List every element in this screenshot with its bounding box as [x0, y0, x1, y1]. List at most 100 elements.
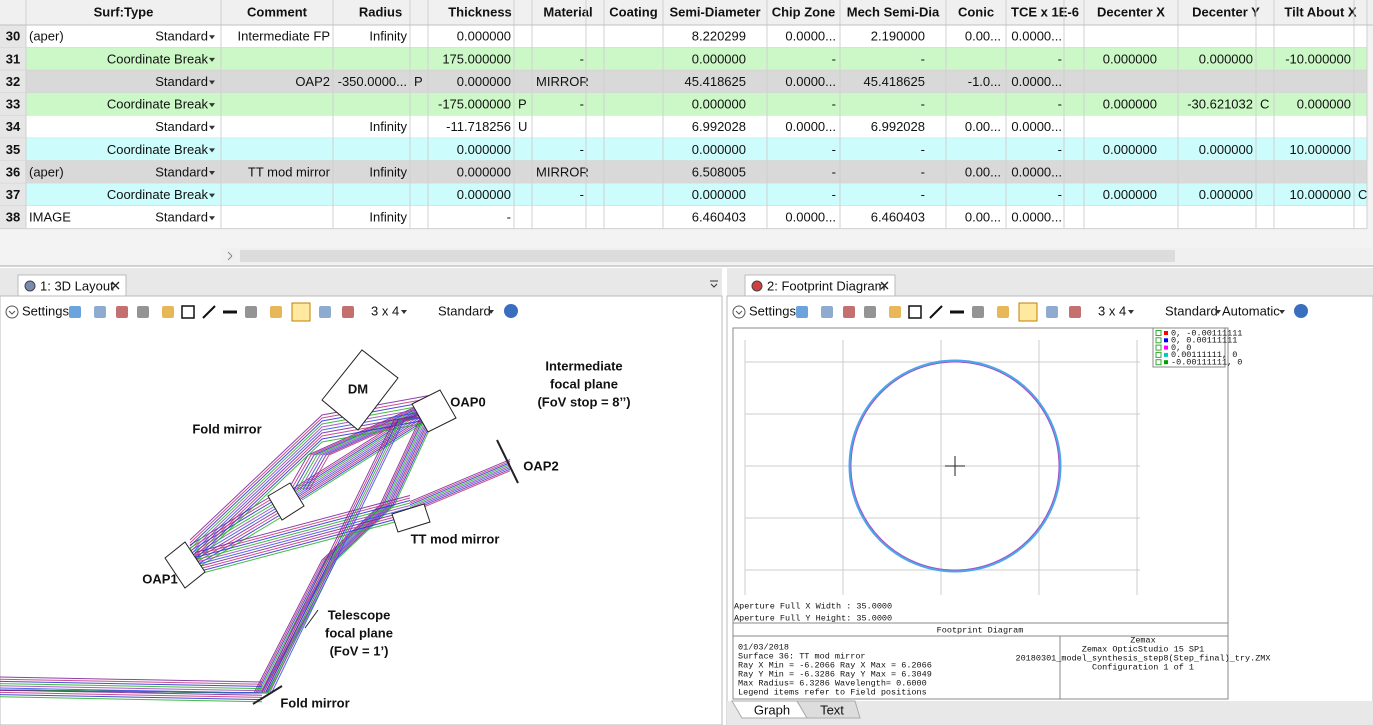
mirror-fold [267, 482, 305, 521]
tool-icon[interactable] [997, 306, 1009, 318]
tool-icon[interactable] [245, 306, 257, 318]
row-number: 31 [6, 51, 20, 66]
help-icon[interactable] [504, 304, 518, 318]
tab-title: 2: Footprint Diagram [767, 278, 886, 293]
cell-conic: 0.00... [965, 29, 1001, 44]
ray [189, 499, 291, 561]
cell-semi-diameter: 0.000000 [692, 97, 746, 112]
footer-meta: Zemax OpticStudio 15 SP1 [1082, 644, 1204, 654]
tool-line[interactable] [929, 305, 943, 319]
help-icon[interactable] [1294, 304, 1308, 318]
cell-tilt-x: 0.000000 [1297, 97, 1351, 112]
legend-checkbox[interactable] [1155, 337, 1162, 344]
cell-radius: Infinity [369, 119, 407, 134]
panel-tab[interactable] [744, 274, 896, 297]
ray [189, 400, 433, 547]
cell-semi-diameter: 0.000000 [692, 51, 746, 66]
cell-thickness: - [507, 210, 511, 225]
tool-rect[interactable] [908, 305, 922, 319]
legend-checkbox[interactable] [1155, 330, 1162, 336]
settings-button[interactable]: Settings [749, 303, 796, 318]
tool-icon[interactable] [270, 306, 282, 318]
column-header: Conic [958, 4, 994, 19]
cell-radius: -350.0000... [338, 74, 407, 89]
settings-button[interactable]: Settings [22, 303, 69, 318]
footer-meta: Zemax [1130, 635, 1156, 645]
ray [0, 696, 263, 703]
tool-icon[interactable] [94, 306, 106, 318]
dropdown-arrow [401, 310, 407, 314]
tool-icon[interactable] [162, 306, 174, 318]
panel-menu-arrow[interactable] [710, 280, 718, 288]
mode-dropdown[interactable]: Standard [1165, 303, 1218, 318]
bottom-tab-label[interactable]: Graph [754, 702, 790, 717]
cell-chip-zone: 0.0000... [785, 74, 836, 89]
cell-decenter-x: 0.000000 [1103, 187, 1157, 202]
row-number-cell [0, 205, 26, 229]
column-header: Chip Zone [772, 4, 836, 19]
tool-icon[interactable] [972, 306, 984, 318]
legend-checkbox[interactable] [1155, 359, 1162, 366]
ray [409, 460, 511, 504]
mode-dropdown[interactable]: Standard [438, 303, 491, 318]
tool-line[interactable] [202, 305, 216, 319]
tab-close[interactable] [880, 281, 889, 290]
tool-icon[interactable] [1046, 306, 1058, 318]
ray [189, 397, 433, 544]
legend-entry: 0, -0.00111111 [1171, 328, 1242, 338]
tool-icon[interactable] [69, 306, 81, 318]
tool-fit[interactable] [1018, 302, 1038, 322]
table-row [26, 25, 1367, 48]
ray [292, 409, 436, 501]
cell-material: - [580, 187, 584, 202]
panel-tab[interactable] [17, 274, 127, 297]
legend-entry: 0, 0.00111111 [1171, 336, 1237, 346]
cell-semi-diameter: 8.220299 [692, 29, 746, 44]
tool-icon[interactable] [116, 306, 128, 318]
cell-tce: 0.0000... [1011, 74, 1062, 89]
tool-icon[interactable] [796, 306, 808, 318]
cell-tce: - [1058, 97, 1062, 112]
bottom-tab-label[interactable]: Text [820, 702, 844, 717]
tab-close[interactable] [111, 281, 120, 290]
legend-entry: 0, 0 [1171, 343, 1191, 353]
cell-decenter-y-solve: C [1260, 97, 1269, 112]
ray [0, 685, 263, 692]
layout-grid-dropdown[interactable]: 3 x 4 [1098, 303, 1126, 318]
tool-icon[interactable] [821, 306, 833, 318]
tool-icon[interactable] [843, 306, 855, 318]
legend-checkbox[interactable] [1155, 344, 1162, 351]
cell-thickness: 0.000000 [457, 74, 511, 89]
cell-conic: 0.00... [965, 210, 1001, 225]
ray [0, 680, 263, 687]
cell-type: Standard [155, 164, 208, 179]
header-bg [0, 0, 1373, 25]
ray [409, 468, 511, 512]
tool-icon[interactable] [864, 306, 876, 318]
settings-icon[interactable] [732, 305, 746, 319]
tool-icon[interactable] [1069, 306, 1081, 318]
settings-icon[interactable] [5, 305, 19, 319]
tool-icon[interactable] [342, 306, 354, 318]
tool-icon[interactable] [319, 306, 331, 318]
tool-icon[interactable] [889, 306, 901, 318]
row-number-cell [0, 160, 26, 184]
cell-tce: 0.0000... [1011, 210, 1062, 225]
cell-type: Coordinate Break [107, 142, 209, 157]
layout-grid-dropdown[interactable]: 3 x 4 [371, 303, 399, 318]
cell-type: Standard [155, 210, 208, 225]
tool-fit[interactable] [291, 302, 311, 322]
scroll-left[interactable] [227, 251, 233, 261]
legend-checkbox[interactable] [1155, 351, 1162, 358]
cell-chip-zone: - [832, 142, 836, 157]
scale-dropdown[interactable]: Automatic [1222, 303, 1280, 318]
column-header: Decenter Y [1192, 4, 1260, 19]
settings-chevron [735, 310, 743, 315]
scrollbar-thumb[interactable] [240, 250, 1175, 262]
aperture-text: Aperture Full X Width : 35.0000 [734, 601, 892, 611]
bottom-tab[interactable] [796, 700, 861, 719]
tool-icon[interactable] [137, 306, 149, 318]
cell-decenter-y: -30.621032 [1187, 97, 1253, 112]
column-header: Material [543, 4, 592, 19]
tool-rect[interactable] [181, 305, 195, 319]
